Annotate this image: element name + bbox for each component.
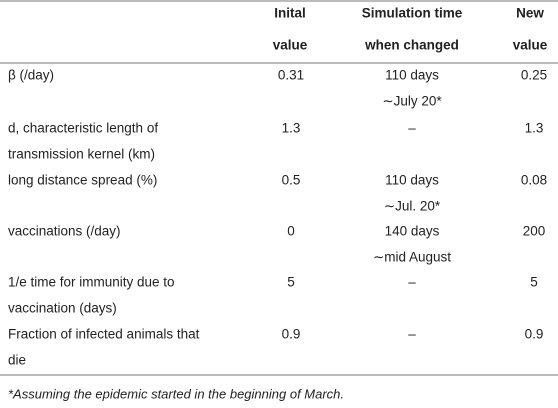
- new-value: 0.9: [525, 327, 544, 342]
- change-time: –: [408, 327, 416, 342]
- new-value: 200: [523, 224, 546, 239]
- parameter-label: transmission kernel (km): [8, 147, 155, 162]
- parameter-label: die: [8, 353, 26, 368]
- initial-value: 1.3: [282, 121, 301, 136]
- parameter-label: β (/day): [8, 68, 54, 83]
- parameter-label: vaccination (days): [8, 301, 117, 316]
- initial-value: 5: [287, 275, 295, 290]
- change-time: ∼July 20*: [382, 94, 442, 109]
- initial-value: 0: [287, 224, 295, 239]
- parameter-label: d, characteristic length of: [8, 121, 158, 136]
- parameter-label: long distance spread (%): [8, 173, 157, 188]
- footnote: *Assuming the epidemic started in the be…: [8, 386, 344, 401]
- new-value: 0.08: [521, 173, 547, 188]
- header-cell: value: [273, 38, 308, 53]
- change-time: –: [408, 121, 416, 136]
- change-time: ∼mid August: [373, 250, 451, 265]
- change-time: –: [408, 275, 416, 290]
- header-cell: New: [516, 6, 544, 21]
- header-cell: when changed: [364, 38, 459, 53]
- parameter-label: vaccinations (/day): [8, 224, 121, 239]
- parameter-label: Fraction of infected animals that: [8, 327, 200, 342]
- new-value: 1.3: [525, 121, 544, 136]
- parameter-label: 1/e time for immunity due to: [8, 275, 175, 290]
- initial-value: 0.31: [278, 68, 304, 83]
- header-cell: value: [513, 38, 548, 53]
- change-time: ∼Jul. 20*: [384, 199, 441, 214]
- initial-value: 0.9: [282, 327, 301, 342]
- new-value: 5: [530, 275, 538, 290]
- change-time: 110 days: [385, 68, 439, 83]
- change-time: 110 days: [385, 173, 439, 188]
- initial-value: 0.5: [282, 173, 301, 188]
- new-value: 0.25: [521, 68, 547, 83]
- change-time: 140 days: [385, 224, 440, 239]
- header-cell: Inital: [274, 6, 306, 21]
- header-cell: Simulation time: [362, 6, 463, 21]
